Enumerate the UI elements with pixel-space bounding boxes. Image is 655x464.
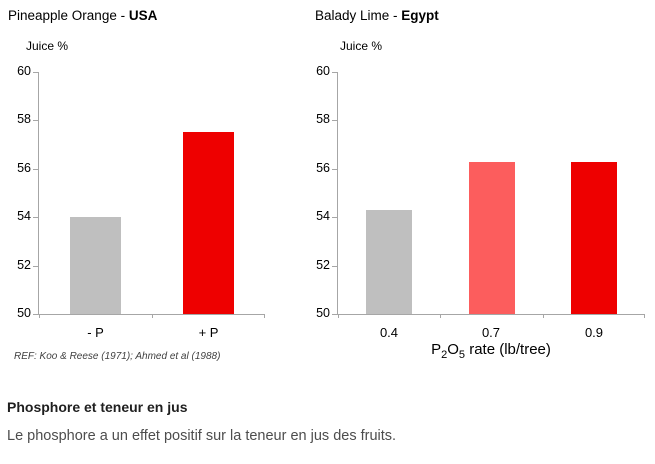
x-category-label: 0.7 — [481, 325, 501, 340]
y-tick-mark — [332, 217, 337, 218]
y-tick-mark — [332, 120, 337, 121]
x-category-label: 0.4 — [379, 325, 399, 340]
bar-0.9 — [571, 162, 617, 314]
bar-0.7 — [469, 162, 515, 314]
y-tick-label: 52 — [316, 258, 330, 272]
chart-title-egypt: Balady Lime - Egypt — [315, 8, 439, 23]
y-tick-mark — [332, 266, 337, 267]
bar-0.4 — [366, 210, 412, 314]
y-tick-label: 50 — [316, 306, 330, 320]
caption-body: Le phosphore a un effet positif sur la t… — [7, 428, 397, 444]
y-tick-mark — [33, 266, 38, 267]
y-tick-label: 60 — [17, 64, 31, 78]
bar-+P — [183, 132, 234, 314]
y-tick-label: 50 — [17, 306, 31, 320]
x-category-label: + P — [198, 325, 219, 340]
reference-footnote: REF: Koo & Reese (1971); Ahmed et al (19… — [14, 351, 221, 362]
x-tick-mark — [152, 314, 153, 318]
y-tick-label: 56 — [17, 161, 31, 175]
chart-title-usa: Pineapple Orange - USA — [8, 8, 157, 23]
x-tick-mark — [39, 314, 40, 318]
x-category-label: 0.9 — [584, 325, 604, 340]
x-axis-title-egypt: P2O5 rate (lb/tree) — [431, 341, 551, 361]
y-tick-mark — [33, 120, 38, 121]
chart-title-usa-regular: Pineapple Orange - — [8, 8, 129, 23]
y-axis-label-egypt: Juice % — [340, 39, 383, 53]
x-tick-mark — [644, 314, 645, 318]
y-tick-label: 52 — [17, 258, 31, 272]
bar--P — [70, 217, 121, 314]
chart-title-egypt-regular: Balady Lime - — [315, 8, 402, 23]
y-tick-label: 58 — [17, 112, 31, 126]
y-tick-mark — [332, 72, 337, 73]
y-tick-mark — [332, 314, 337, 315]
chart-title-usa-bold: USA — [128, 8, 158, 23]
y-tick-mark — [332, 169, 337, 170]
y-tick-label: 54 — [316, 209, 330, 223]
y-tick-label: 58 — [316, 112, 330, 126]
x-tick-mark — [543, 314, 544, 318]
y-tick-label: 54 — [17, 209, 31, 223]
x-tick-mark — [338, 314, 339, 318]
egypt-chart-plot: 50 52 54 56 58 60 0.4 0.7 0.9 — [316, 64, 645, 340]
caption-heading: Phosphore et teneur en jus — [7, 399, 188, 415]
y-tick-mark — [33, 169, 38, 170]
chart-title-egypt-bold: Egypt — [401, 8, 439, 23]
usa-chart-plot: 50 52 54 56 58 60 - P + P — [17, 64, 265, 340]
x-category-label: - P — [87, 325, 104, 340]
y-tick-label: 56 — [316, 161, 330, 175]
y-tick-mark — [33, 314, 38, 315]
x-tick-mark — [264, 314, 265, 318]
y-tick-mark — [33, 217, 38, 218]
x-tick-mark — [440, 314, 441, 318]
y-axis-label-usa: Juice % — [26, 39, 69, 53]
y-tick-mark — [33, 72, 38, 73]
y-tick-label: 60 — [316, 64, 330, 78]
